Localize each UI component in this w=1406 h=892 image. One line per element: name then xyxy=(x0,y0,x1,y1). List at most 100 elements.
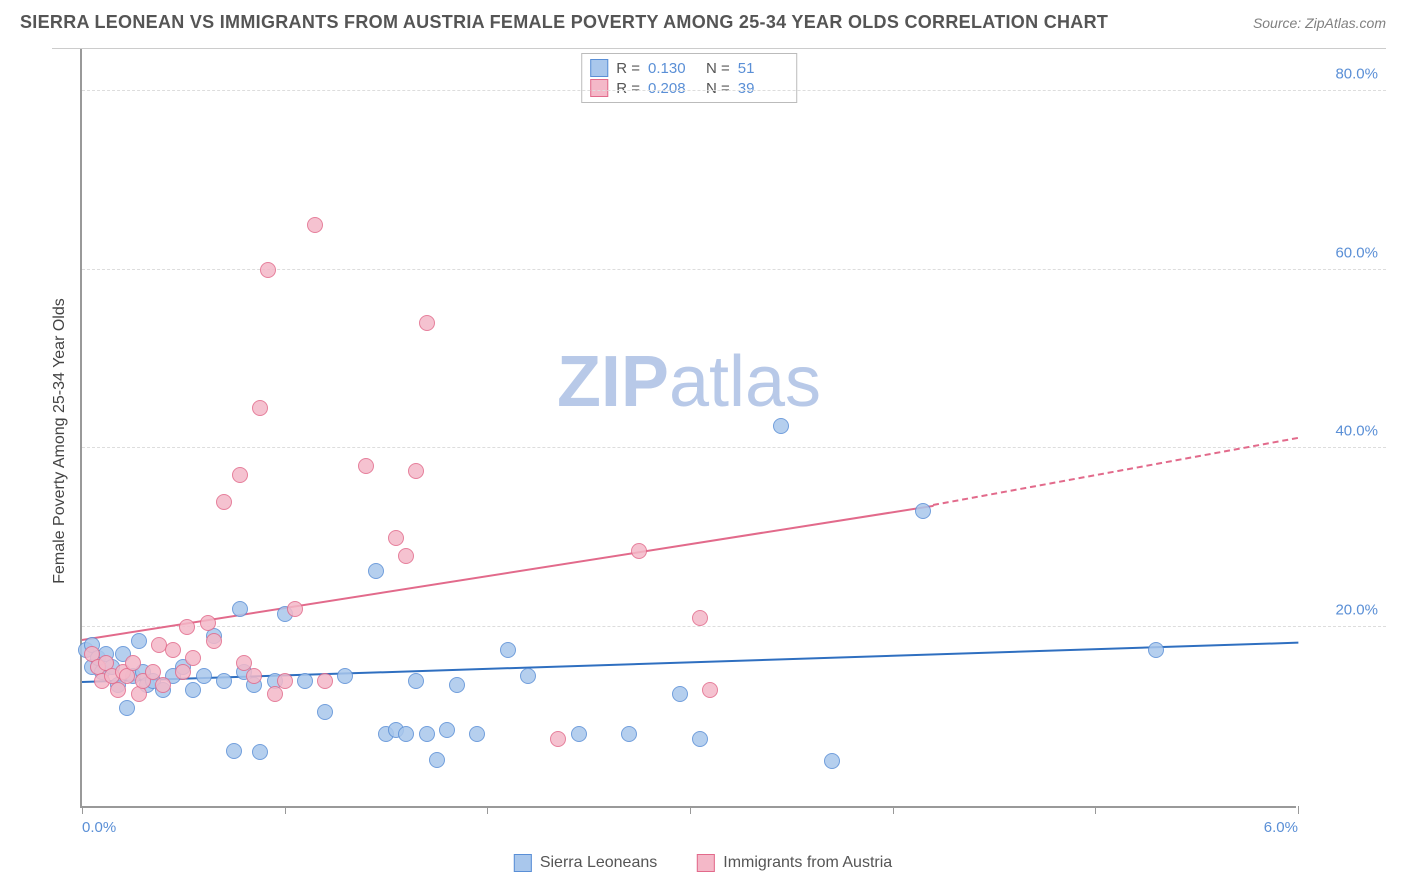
data-point xyxy=(252,400,268,416)
data-point xyxy=(232,601,248,617)
data-point xyxy=(429,752,445,768)
data-point xyxy=(398,726,414,742)
n-value: 51 xyxy=(738,60,788,77)
data-point xyxy=(246,668,262,684)
data-point xyxy=(226,743,242,759)
data-point xyxy=(388,530,404,546)
y-tick-label: 20.0% xyxy=(1335,602,1378,619)
data-point xyxy=(398,548,414,564)
stat-legend-row: R = 0.208 N = 39 xyxy=(590,78,788,98)
data-point xyxy=(200,615,216,631)
bottom-legend: Sierra Leoneans Immigrants from Austria xyxy=(514,854,892,872)
data-point xyxy=(702,682,718,698)
data-point xyxy=(419,726,435,742)
data-point xyxy=(419,315,435,331)
data-point xyxy=(621,726,637,742)
r-label: R = xyxy=(616,60,640,77)
n-value: 39 xyxy=(738,80,788,97)
data-point xyxy=(165,642,181,658)
data-point xyxy=(824,753,840,769)
data-point xyxy=(1148,642,1164,658)
data-point xyxy=(125,655,141,671)
data-point xyxy=(175,664,191,680)
data-point xyxy=(297,673,313,689)
data-point xyxy=(277,673,293,689)
legend-label: Sierra Leoneans xyxy=(540,854,657,872)
y-tick-label: 40.0% xyxy=(1335,423,1378,440)
data-point xyxy=(439,722,455,738)
x-tick-label: 0.0% xyxy=(82,819,116,836)
chart-area: Female Poverty Among 25-34 Year Olds ZIP… xyxy=(52,48,1386,832)
data-point xyxy=(773,418,789,434)
data-point xyxy=(252,744,268,760)
x-tick-label: 6.0% xyxy=(1264,819,1298,836)
data-point xyxy=(915,503,931,519)
data-point xyxy=(155,677,171,693)
legend-swatch xyxy=(590,79,608,97)
data-point xyxy=(131,633,147,649)
data-point xyxy=(408,673,424,689)
legend-item: Sierra Leoneans xyxy=(514,854,657,872)
data-point xyxy=(571,726,587,742)
stat-legend: R = 0.130 N = 51 R = 0.208 N = 39 xyxy=(581,53,797,103)
plot-region: ZIPatlas R =0.130N =51R =0.208N =39 20.0… xyxy=(80,49,1296,808)
data-point xyxy=(368,563,384,579)
data-point xyxy=(692,610,708,626)
data-point xyxy=(216,673,232,689)
x-tick xyxy=(82,806,83,814)
gridline xyxy=(82,90,1386,91)
x-tick xyxy=(893,806,894,814)
legend-swatch xyxy=(514,854,532,872)
legend-swatch xyxy=(697,854,715,872)
data-point xyxy=(185,682,201,698)
data-point xyxy=(232,467,248,483)
y-axis-label: Female Poverty Among 25-34 Year Olds xyxy=(51,298,69,584)
data-point xyxy=(185,650,201,666)
data-point xyxy=(119,700,135,716)
data-point xyxy=(337,668,353,684)
data-point xyxy=(260,262,276,278)
legend-swatch xyxy=(590,59,608,77)
gridline xyxy=(82,447,1386,448)
r-label: R = xyxy=(616,80,640,97)
data-point xyxy=(520,668,536,684)
data-point xyxy=(196,668,212,684)
data-point xyxy=(206,633,222,649)
x-tick xyxy=(285,806,286,814)
data-point xyxy=(216,494,232,510)
chart-title: SIERRA LEONEAN VS IMMIGRANTS FROM AUSTRI… xyxy=(20,12,1108,33)
data-point xyxy=(287,601,303,617)
x-tick xyxy=(690,806,691,814)
watermark: ZIPatlas xyxy=(557,341,821,423)
data-point xyxy=(469,726,485,742)
y-tick-label: 80.0% xyxy=(1335,65,1378,82)
source-label: Source: ZipAtlas.com xyxy=(1253,15,1386,31)
data-point xyxy=(317,673,333,689)
data-point xyxy=(317,704,333,720)
data-point xyxy=(692,731,708,747)
r-value: 0.130 xyxy=(648,60,698,77)
data-point xyxy=(550,731,566,747)
data-point xyxy=(672,686,688,702)
legend-item: Immigrants from Austria xyxy=(697,854,892,872)
gridline xyxy=(82,626,1386,627)
x-tick xyxy=(1298,806,1299,814)
n-label: N = xyxy=(706,80,730,97)
r-value: 0.208 xyxy=(648,80,698,97)
y-tick-label: 60.0% xyxy=(1335,244,1378,261)
data-point xyxy=(408,463,424,479)
data-point xyxy=(307,217,323,233)
x-tick xyxy=(1095,806,1096,814)
x-tick xyxy=(487,806,488,814)
n-label: N = xyxy=(706,60,730,77)
data-point xyxy=(500,642,516,658)
trend-line xyxy=(82,641,1298,682)
gridline xyxy=(82,269,1386,270)
data-point xyxy=(449,677,465,693)
data-point xyxy=(179,619,195,635)
data-point xyxy=(358,458,374,474)
legend-label: Immigrants from Austria xyxy=(723,854,892,872)
data-point xyxy=(267,686,283,702)
stat-legend-row: R = 0.130 N = 51 xyxy=(590,58,788,78)
data-point xyxy=(631,543,647,559)
